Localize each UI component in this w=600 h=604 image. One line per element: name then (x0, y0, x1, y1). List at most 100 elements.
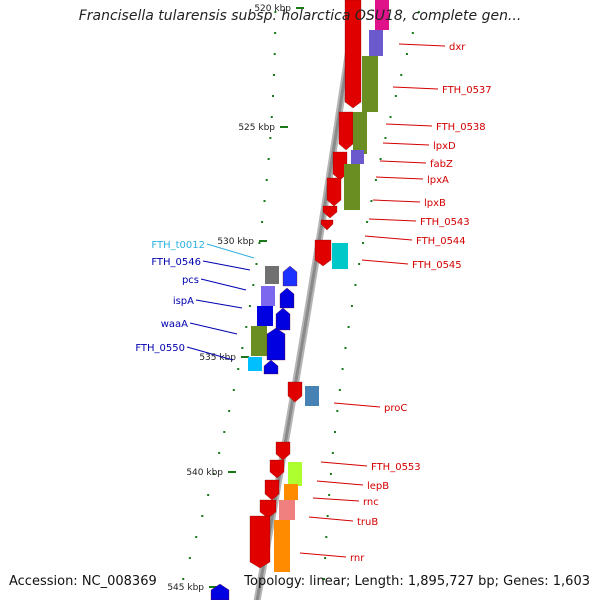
gene-label-waaa: waaA (161, 319, 188, 330)
tick-dot (326, 515, 329, 517)
leader-line (382, 142, 430, 146)
gene-box (351, 150, 364, 164)
tick-dot (331, 452, 334, 454)
gene-label-lpxd: lpxD (433, 141, 456, 152)
gene-label-fth_0545: FTH_0545 (412, 260, 462, 271)
leader-line (375, 176, 424, 180)
tick-dot (270, 116, 273, 118)
gene-dxr (344, 0, 362, 109)
gene-rnc (279, 500, 295, 520)
tick-dot (324, 557, 327, 559)
leader-line (186, 346, 234, 361)
tick-dot (188, 557, 191, 559)
gene-label-fth_0544: FTH_0544 (416, 236, 466, 247)
leader-line (398, 43, 446, 47)
gene-box (265, 266, 279, 284)
tick-dot (341, 368, 344, 370)
tick-dot (333, 431, 336, 433)
gene-label-lepb: lepB (367, 481, 389, 492)
tick-dot (366, 221, 369, 223)
tick-dot (350, 305, 353, 307)
tick-dot (272, 74, 275, 76)
leader-line (189, 322, 238, 335)
gene-lepb-arrow (264, 479, 280, 501)
leader-line (312, 497, 360, 502)
gene-fth-0543 (320, 219, 334, 231)
leader-line (385, 123, 433, 127)
tick-dot (273, 53, 276, 55)
tick-dot (255, 263, 258, 265)
gene-fth-0550-arrow (263, 359, 279, 375)
gene-label-rnr: rnr (350, 553, 365, 564)
leader-line (361, 259, 409, 265)
leader-line (333, 402, 381, 408)
tick-label: 530 kbp (217, 237, 254, 247)
gene-rnc-arrow (259, 499, 277, 519)
gene-pcs (261, 286, 275, 306)
tick-dot (379, 158, 382, 160)
leader-line (368, 218, 417, 222)
gene-label-lpxa: lpxA (427, 175, 449, 186)
gene-box (362, 56, 378, 112)
leader-line (392, 86, 439, 90)
tick-dot (384, 137, 387, 139)
tick-dot (405, 53, 408, 55)
tick-dot (212, 473, 215, 475)
gene-box (353, 112, 367, 154)
gene-fth-0544 (314, 239, 332, 267)
gene-label-fth_0538: FTH_0538 (436, 122, 486, 133)
gene-lpxd (332, 151, 348, 181)
leader-line (299, 552, 347, 558)
leader-line (316, 480, 364, 486)
gene-box (375, 0, 389, 30)
tick-dot (328, 494, 331, 496)
tick-label: 540 kbp (186, 468, 223, 478)
gene-label-fth_0553: FTH_0553 (371, 462, 421, 473)
tick-dot (344, 347, 347, 349)
gene-ispa (257, 306, 273, 326)
gene-fth-0538 (338, 111, 354, 151)
gene-label-fabz: fabZ (430, 159, 453, 170)
tick-dot (274, 11, 277, 13)
map-title: Francisella tularensis subsp. holarctica… (78, 8, 522, 24)
tick-dot (274, 32, 277, 34)
tick-dot (201, 515, 204, 517)
leader-line (372, 199, 421, 203)
tick-dot (325, 536, 328, 538)
leader-line (206, 243, 255, 259)
tick-dot (374, 179, 377, 181)
gene-box (369, 30, 383, 56)
gene-pcs-arrow (279, 287, 295, 309)
tick-dot (248, 305, 251, 307)
tick-dot (232, 389, 235, 391)
tick-dot (263, 200, 266, 202)
tick-dot (261, 221, 264, 223)
tick-dot (394, 95, 397, 97)
tick-dot (237, 368, 240, 370)
tick-dot (336, 410, 339, 412)
tick-dot (252, 284, 255, 286)
gene-rnr (274, 520, 290, 572)
gene-label-lpxb: lpxB (424, 198, 446, 209)
gene-label-fth_0537: FTH_0537 (442, 85, 492, 96)
tick-dot (411, 32, 414, 34)
tick-dot (223, 431, 226, 433)
gene-box (305, 386, 319, 406)
tick-dot (207, 494, 210, 496)
gene-fth-0546 (282, 265, 298, 287)
tick-dot (389, 116, 392, 118)
gene-label-fth_0550: FTH_0550 (135, 343, 185, 354)
gene-fth-0550 (248, 357, 262, 371)
tick-dot (228, 410, 231, 412)
accession-text: Accession: NC_008369 (9, 574, 157, 589)
gene-bottom (210, 583, 230, 601)
topology-text: Topology: linear; Length: 1,895,727 bp; … (244, 574, 590, 589)
gene-label-fth_0543: FTH_0543 (420, 217, 470, 228)
gene-waaa-arrow (266, 327, 286, 361)
leader-line (200, 278, 247, 291)
gene-label-trub: truB (357, 517, 378, 528)
leader-line (202, 260, 251, 271)
leader-line (195, 299, 243, 309)
tick-label: 535 kbp (199, 353, 236, 363)
tick-dot (370, 200, 373, 202)
